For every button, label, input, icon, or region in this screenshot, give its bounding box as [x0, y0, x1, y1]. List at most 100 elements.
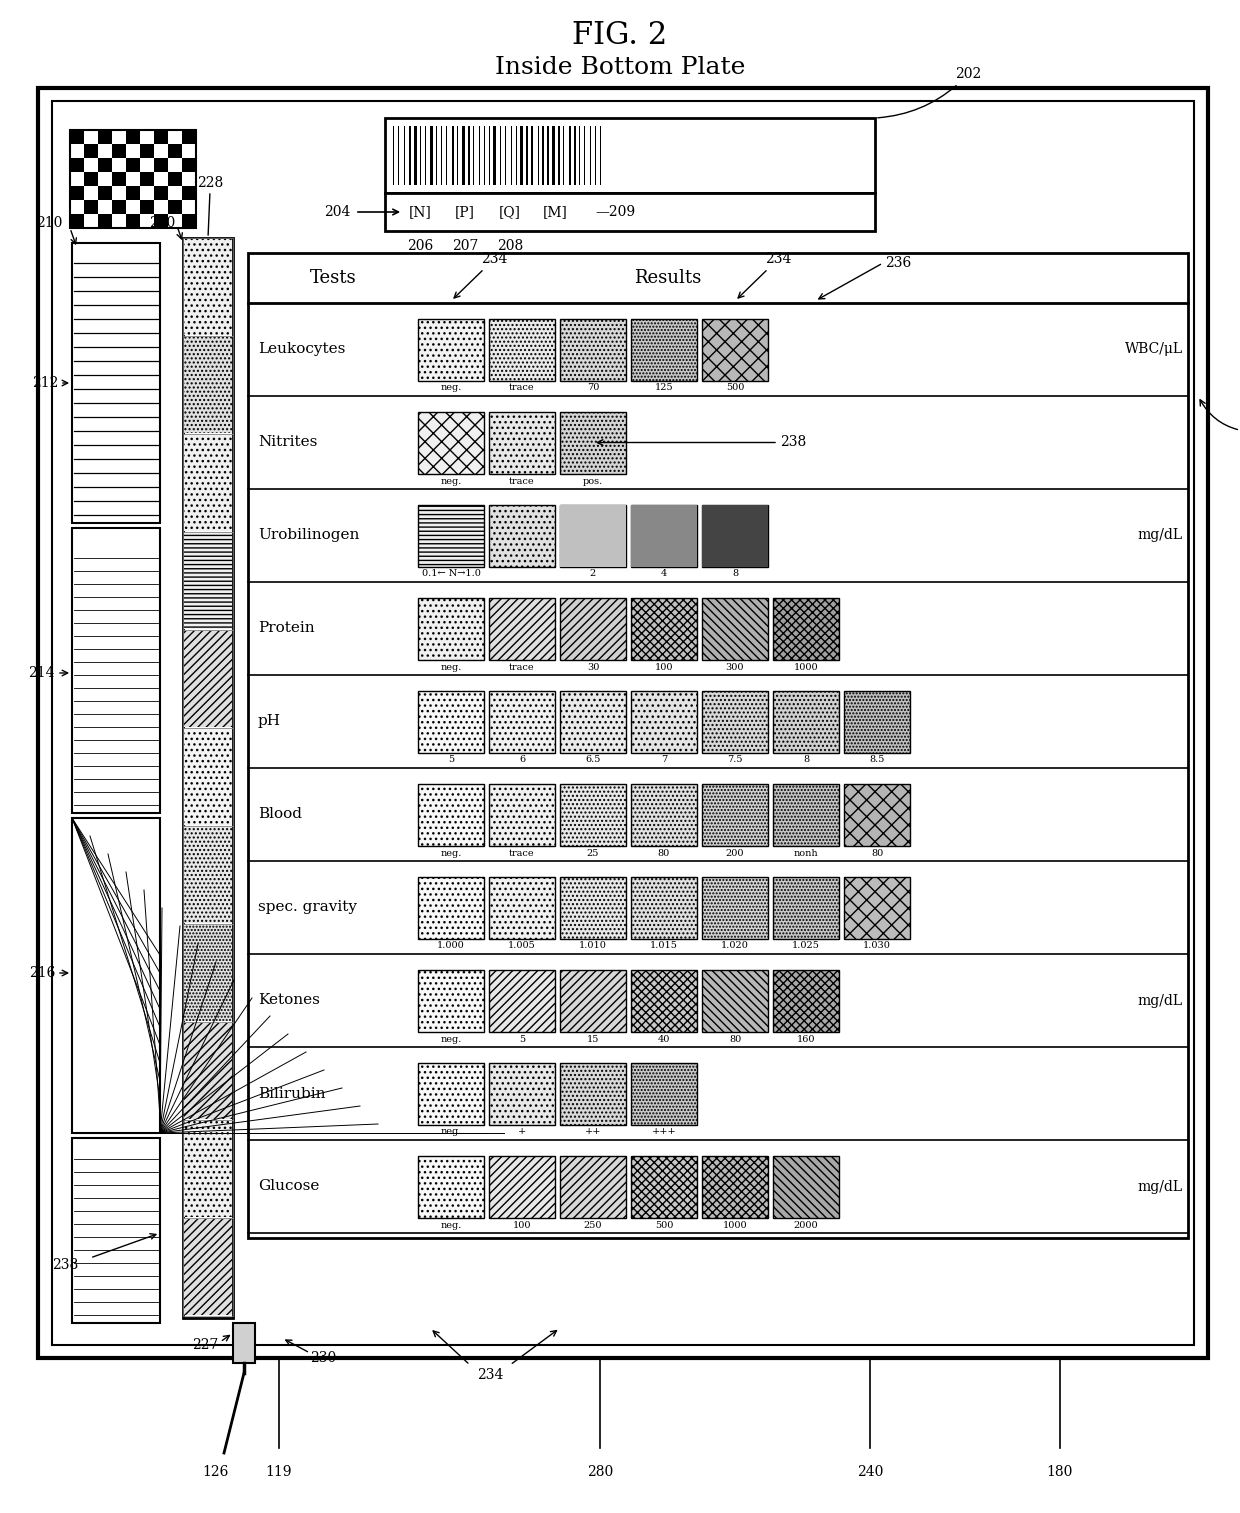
Bar — [547, 126, 549, 185]
Text: 206: 206 — [407, 239, 433, 253]
Bar — [702, 876, 768, 938]
Text: 207: 207 — [451, 239, 479, 253]
Bar — [98, 172, 112, 186]
Text: Bilirubin: Bilirubin — [258, 1086, 325, 1100]
Text: 238: 238 — [780, 436, 806, 449]
Bar — [773, 970, 839, 1032]
Bar — [702, 1156, 768, 1218]
Bar — [154, 213, 167, 228]
Text: 234: 234 — [477, 1368, 503, 1381]
Bar — [384, 118, 875, 194]
Bar — [489, 412, 556, 474]
Bar — [702, 598, 768, 660]
Text: 500: 500 — [655, 1221, 673, 1230]
Bar — [72, 528, 160, 812]
Bar — [430, 126, 433, 185]
Bar — [631, 970, 697, 1032]
Bar — [560, 1062, 626, 1124]
Text: 232: 232 — [1200, 399, 1240, 439]
Bar — [560, 784, 626, 846]
Text: 1.000: 1.000 — [438, 941, 465, 950]
Text: +: + — [518, 1127, 526, 1136]
Bar — [560, 970, 626, 1032]
Bar — [184, 1021, 233, 1120]
Bar — [560, 598, 626, 660]
Text: neg.: neg. — [440, 663, 461, 672]
Bar — [182, 157, 196, 172]
Bar — [844, 784, 910, 846]
Text: 234: 234 — [454, 253, 507, 298]
Bar — [631, 1062, 697, 1124]
Bar — [112, 200, 126, 213]
Text: [Q]: [Q] — [498, 204, 521, 219]
Text: 5: 5 — [518, 1035, 525, 1044]
Bar — [463, 126, 465, 185]
Bar — [702, 876, 768, 938]
Bar — [184, 631, 232, 728]
Text: —209: —209 — [595, 204, 635, 219]
Bar — [631, 690, 697, 752]
Text: 126: 126 — [203, 1465, 229, 1480]
Bar — [184, 239, 232, 334]
Bar — [773, 690, 839, 752]
Bar — [418, 598, 484, 660]
Bar — [489, 784, 556, 846]
Text: 80: 80 — [729, 1035, 742, 1044]
Text: neg.: neg. — [440, 1127, 461, 1136]
Bar — [184, 629, 233, 728]
Text: 30: 30 — [587, 663, 599, 672]
Text: [N]: [N] — [408, 204, 432, 219]
Text: Results: Results — [635, 269, 702, 287]
Bar — [489, 784, 556, 846]
Bar — [560, 319, 626, 380]
Bar — [489, 690, 556, 752]
Bar — [184, 533, 232, 629]
Bar — [773, 598, 839, 660]
Bar — [702, 970, 768, 1032]
Bar — [140, 186, 154, 200]
Text: WBC/μL: WBC/μL — [1125, 342, 1183, 357]
Bar — [184, 1121, 232, 1216]
Text: 227: 227 — [192, 1337, 218, 1353]
Bar — [84, 213, 98, 228]
Bar — [631, 784, 697, 846]
Bar — [126, 186, 140, 200]
Text: 1.030: 1.030 — [863, 941, 890, 950]
Bar — [154, 144, 167, 157]
Text: 100: 100 — [513, 1221, 531, 1230]
Text: 1.005: 1.005 — [508, 941, 536, 950]
Bar — [631, 1156, 697, 1218]
Bar — [844, 876, 910, 938]
Text: nonh: nonh — [794, 849, 818, 858]
Bar — [126, 213, 140, 228]
Bar — [140, 144, 154, 157]
Text: 1000: 1000 — [794, 663, 818, 672]
Bar — [552, 126, 556, 185]
Bar — [154, 200, 167, 213]
Text: 230: 230 — [310, 1351, 336, 1365]
Bar — [112, 172, 126, 186]
Bar — [542, 126, 544, 185]
Bar — [560, 1062, 626, 1124]
Text: ++: ++ — [585, 1127, 601, 1136]
Bar — [702, 784, 768, 846]
Text: 100: 100 — [655, 663, 673, 672]
Bar — [418, 784, 484, 846]
Text: 180: 180 — [1047, 1465, 1073, 1480]
Bar — [126, 172, 140, 186]
Bar — [467, 126, 470, 185]
Bar — [489, 1062, 556, 1124]
Bar — [98, 157, 112, 172]
Text: pos.: pos. — [583, 477, 603, 486]
Text: pH: pH — [258, 714, 281, 728]
Bar — [52, 101, 1194, 1345]
Bar — [69, 130, 84, 144]
Bar — [418, 970, 484, 1032]
Text: mg/dL: mg/dL — [1138, 994, 1183, 1008]
Bar — [69, 144, 84, 157]
Bar — [418, 690, 484, 752]
Text: 500: 500 — [725, 383, 744, 392]
Bar — [167, 200, 182, 213]
Text: Tests: Tests — [310, 269, 356, 287]
Bar — [631, 1156, 697, 1218]
